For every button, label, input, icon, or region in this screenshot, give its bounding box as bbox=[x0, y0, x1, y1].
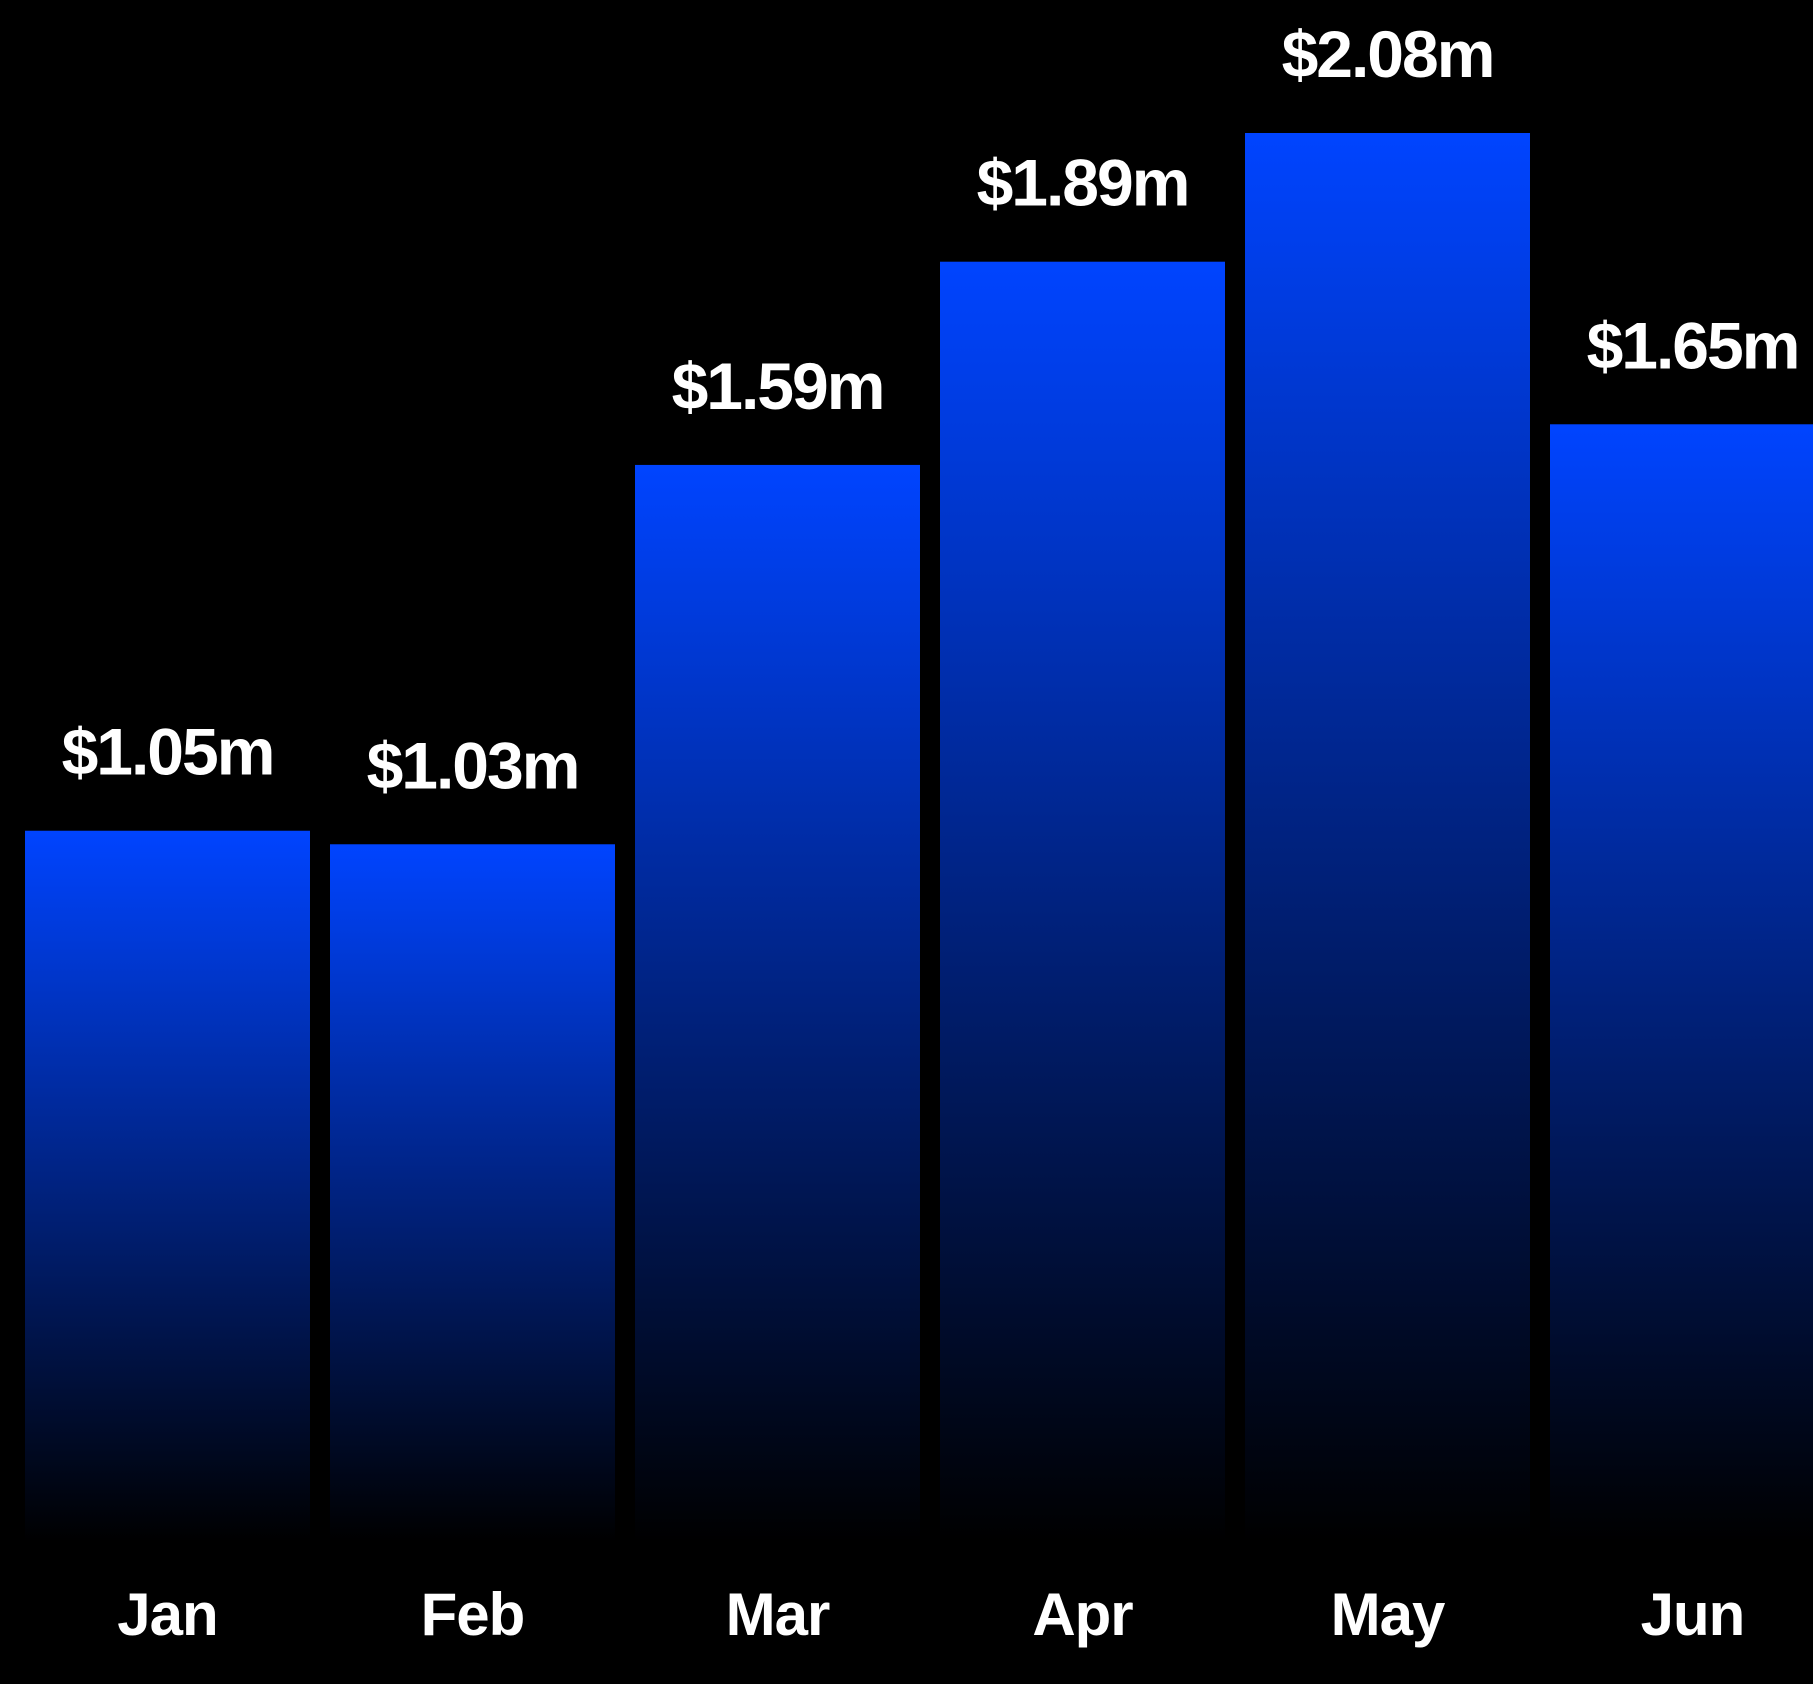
x-tick-label-feb: Feb bbox=[421, 1581, 525, 1648]
bar-apr bbox=[940, 261, 1225, 1542]
x-axis-tick-labels: Jan Feb Mar Apr May Jun bbox=[117, 1581, 1745, 1648]
bar-jun bbox=[1550, 424, 1813, 1542]
data-label-mar: $1.59m bbox=[672, 349, 884, 423]
x-tick-label-mar: Mar bbox=[726, 1581, 830, 1648]
data-label-jan: $1.05m bbox=[62, 715, 274, 789]
bar-feb bbox=[330, 844, 615, 1542]
data-label-jun: $1.65m bbox=[1587, 308, 1799, 382]
data-label-feb: $1.03m bbox=[367, 728, 579, 802]
bar-mar bbox=[635, 464, 920, 1543]
data-label-apr: $1.89m bbox=[977, 146, 1189, 220]
x-tick-label-jun: Jun bbox=[1641, 1581, 1745, 1648]
bar-jan bbox=[25, 830, 310, 1542]
data-labels-group: $1.05m $1.03m $1.59m $1.89m $2.08m $1.65m bbox=[62, 17, 1801, 802]
data-label-may: $2.08m bbox=[1282, 17, 1494, 91]
x-tick-label-apr: Apr bbox=[1032, 1581, 1133, 1648]
x-tick-label-may: May bbox=[1331, 1581, 1446, 1648]
bar-may bbox=[1245, 133, 1530, 1542]
bars-group bbox=[25, 133, 1813, 1543]
x-tick-label-jan: Jan bbox=[117, 1581, 217, 1648]
